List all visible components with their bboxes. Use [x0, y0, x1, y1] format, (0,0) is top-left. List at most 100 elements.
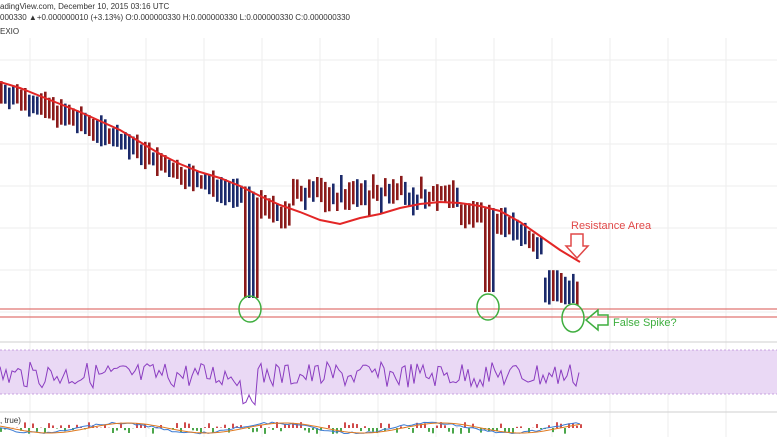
- candle: [560, 273, 563, 303]
- candle: [80, 106, 83, 132]
- candle: [128, 134, 131, 160]
- false-spike-circle: [561, 303, 585, 333]
- candle: [84, 112, 87, 135]
- candle: [464, 203, 467, 229]
- candle: [132, 136, 135, 155]
- candle: [160, 153, 163, 171]
- macd-bar: [176, 423, 178, 428]
- candle: [248, 186, 251, 298]
- macd-bar: [388, 423, 390, 428]
- candle: [56, 105, 59, 128]
- macd-bar: [552, 428, 554, 433]
- candle: [264, 195, 267, 216]
- macd-bar: [340, 428, 342, 433]
- candle: [236, 178, 239, 207]
- rsi-band: [0, 350, 777, 394]
- macd-bar: [152, 428, 154, 434]
- macd-bar: [136, 423, 138, 428]
- candle: [460, 204, 463, 226]
- candle: [548, 270, 551, 305]
- candle: [404, 181, 407, 205]
- candle: [312, 181, 315, 202]
- candle: [368, 190, 371, 216]
- false-spike-arrow-icon: [584, 308, 609, 332]
- macd-bar: [44, 428, 46, 434]
- candle: [380, 187, 383, 214]
- macd-bar: [448, 428, 450, 432]
- macd-bar: [276, 422, 278, 428]
- macd-bar: [400, 426, 402, 428]
- macd-bar: [224, 424, 226, 428]
- candle: [16, 84, 19, 104]
- candle: [372, 174, 375, 199]
- macd-bar: [440, 422, 442, 428]
- candlesticks: [0, 81, 579, 306]
- macd-bar: [256, 428, 258, 432]
- low-circle-1: [238, 295, 262, 323]
- macd-bar: [360, 428, 362, 432]
- candle: [392, 179, 395, 204]
- candle: [324, 181, 327, 213]
- macd-bar: [208, 423, 210, 428]
- header-ohlc: 000330 ▲+0.000000010 (+3.13%) O:0.000000…: [0, 13, 350, 22]
- candle: [532, 233, 535, 252]
- macd-bar: [504, 428, 506, 432]
- candle: [216, 179, 219, 202]
- candle: [156, 147, 159, 176]
- macd-bar: [528, 428, 530, 433]
- candle: [424, 189, 427, 209]
- candle: [564, 276, 567, 305]
- candle: [572, 273, 575, 303]
- macd-bar: [536, 424, 538, 428]
- candle: [196, 170, 199, 188]
- macd-bar: [496, 428, 498, 432]
- macd-bar: [344, 422, 346, 428]
- candle: [544, 277, 547, 303]
- candle: [96, 120, 99, 143]
- macd-bar: [364, 426, 366, 428]
- candle: [304, 187, 307, 210]
- candle: [176, 159, 179, 179]
- macd-bar: [512, 428, 514, 434]
- candle: [36, 96, 39, 115]
- macd-bar: [396, 428, 398, 433]
- rsi-line: [0, 360, 580, 407]
- candle: [512, 212, 515, 241]
- candle: [476, 202, 479, 223]
- candle: [504, 207, 507, 238]
- candle: [252, 191, 255, 298]
- candle: [228, 181, 231, 203]
- macd-bar: [272, 428, 274, 430]
- candle: [272, 195, 275, 223]
- candle: [412, 187, 415, 216]
- candle: [52, 97, 55, 121]
- macd-bar: [472, 423, 474, 428]
- resistance-label: Resistance Area: [571, 220, 652, 232]
- macd-bar: [564, 428, 566, 434]
- candle: [64, 103, 67, 126]
- macd-bar: [52, 425, 54, 428]
- candle: [144, 141, 147, 170]
- candle: [104, 119, 107, 146]
- candle: [32, 95, 35, 114]
- candle: [456, 187, 459, 207]
- macd-bar: [184, 422, 186, 428]
- macd-bar: [520, 426, 522, 428]
- macd-bar: [432, 428, 434, 434]
- moving-average-line: [0, 81, 581, 263]
- macd-bar: [424, 423, 426, 428]
- candle: [108, 128, 111, 144]
- candle: [400, 175, 403, 196]
- macd-bar: [0, 428, 2, 432]
- macd-bar: [76, 424, 78, 428]
- candle: [432, 186, 435, 202]
- macd-bar: [460, 428, 462, 434]
- candle: [444, 185, 447, 202]
- low-circle-2: [476, 293, 500, 321]
- candle: [116, 124, 119, 147]
- candle: [516, 219, 519, 240]
- candle: [28, 94, 31, 117]
- header-line1: adingView.com, December 10, 2015 03:16 U…: [0, 2, 169, 11]
- candle: [192, 165, 195, 192]
- candle: [332, 183, 335, 205]
